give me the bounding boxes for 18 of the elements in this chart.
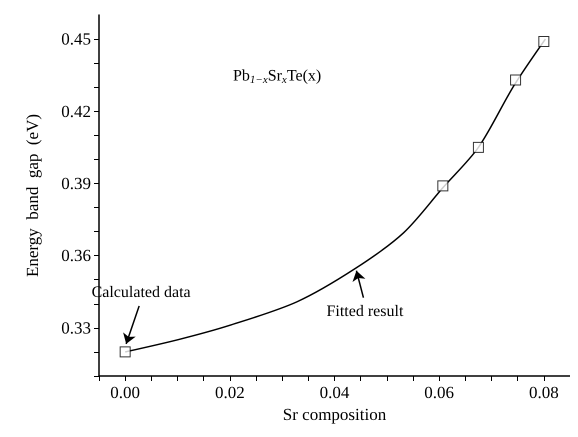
y-tick-label: 0.39 (61, 174, 91, 193)
y-tick-label: 0.33 (61, 318, 91, 338)
y-axis-title: Energy band gap (eV) (23, 114, 42, 278)
point (510, 74, 522, 86)
x-tick-label: 0.02 (214, 383, 245, 402)
x-tick-label: 0.04 (320, 383, 350, 402)
point (472, 142, 484, 153)
point (538, 36, 550, 47)
point (120, 346, 131, 358)
y-tick-label: 0.36 (61, 246, 91, 266)
point (437, 180, 448, 192)
annotation: Fitted result (326, 303, 404, 320)
y-tick-label: 0.42 (61, 102, 91, 121)
x-tick-label: 0.06 (424, 383, 454, 402)
x-tick-label: 0.08 (528, 383, 559, 402)
x-tick-label: 0.00 (110, 383, 140, 402)
x-axis-title: Sr composition (282, 404, 387, 424)
y-tick-label: 0.45 (61, 30, 91, 49)
